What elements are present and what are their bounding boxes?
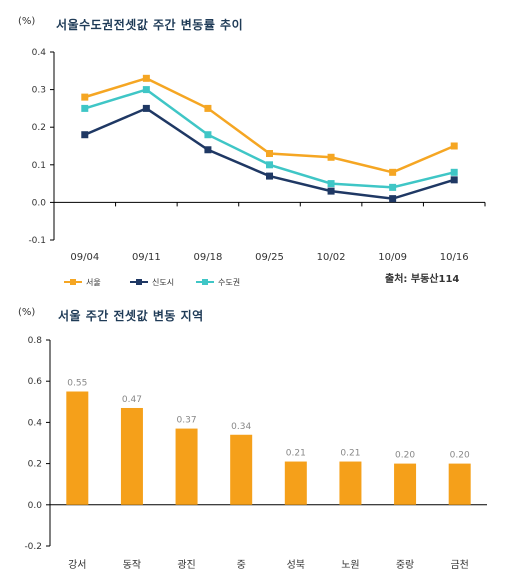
series-point-1 [204,146,212,154]
bar-x-tick-label: 중 [237,559,246,571]
series-point-0 [81,93,89,101]
line-x-tick-label: 09/11 [132,252,161,263]
bar-x-tick-label: 성북 [287,559,305,571]
bar-x-tick-label: 동작 [123,559,141,571]
line-chart-title: 서울수도권전셋값 주간 변동률 추이 [56,18,244,32]
series-point-2 [327,180,335,188]
bar-value-label: 0.21 [340,449,360,459]
bar-value-label: 0.21 [286,449,306,459]
bar-y-tick-label: 0.2 [28,460,42,470]
series-point-1 [389,195,397,203]
series-point-2 [266,161,273,169]
series-point-2 [142,86,150,94]
series-point-1 [450,176,458,184]
bar-value-label: 0.34 [231,422,251,432]
line-chart-source: 출처: 부동산114 [385,274,460,285]
series-point-1 [327,187,335,195]
legend-label: 서울 [86,278,101,287]
bar-value-label: 0.37 [177,416,197,426]
bar-y-tick-label: -0.2 [24,542,42,552]
line-y-tick-label: 0.0 [32,198,47,208]
bar-x-tick-label: 중랑 [396,559,414,571]
bar-x-tick-label: 금천 [450,559,468,571]
bar-y-tick-label: 0.0 [28,501,43,511]
line-chart-unit: (%) [18,16,36,27]
line-y-tick-label: -0.1 [28,236,46,246]
bar-y-tick-label: 0.6 [28,377,43,387]
bar [394,463,417,505]
bar-chart-title: 서울 주간 전셋값 변동 지역 [58,309,204,323]
series-point-1 [81,131,89,139]
series-point-2 [81,104,89,112]
bar [339,461,362,505]
series-point-0 [389,168,397,176]
line-y-tick-label: 0.3 [32,86,46,96]
legend-marker-0 [70,279,76,285]
bar-chart-unit: (%) [18,307,36,318]
bar [448,463,471,505]
line-y-tick-label: 0.4 [32,48,47,58]
bar-value-label: 0.55 [67,379,87,389]
line-x-tick-label: 10/09 [378,252,407,263]
bar [284,461,307,505]
legend-marker-2 [202,279,208,285]
series-point-2 [450,168,458,176]
bar-y-tick-label: 0.8 [28,336,43,346]
series-point-1 [142,104,150,112]
line-x-tick-label: 10/16 [440,252,469,263]
bar-x-tick-label: 노원 [341,559,359,571]
series-point-2 [204,131,212,139]
series-point-1 [266,172,273,180]
legend-marker-1 [136,279,142,285]
bar [175,428,198,505]
bar-x-tick-label: 광진 [177,559,195,571]
bar-value-label: 0.47 [122,395,142,405]
series-point-0 [327,153,335,161]
line-x-tick-label: 10/02 [317,252,346,263]
bar-x-tick-label: 강서 [68,559,86,571]
series-point-0 [450,142,458,150]
bar-y-tick-label: 0.4 [28,418,43,428]
series-point-0 [266,150,273,158]
series-point-2 [389,183,397,191]
line-x-tick-label: 09/04 [70,252,99,263]
bar [66,391,89,505]
line-y-tick-label: 0.2 [32,123,46,133]
bar [230,434,253,505]
line-x-tick-label: 09/25 [255,252,284,263]
legend-label: 신도시 [152,278,174,287]
line-x-tick-label: 09/18 [194,252,223,263]
legend-label: 수도권 [218,277,240,287]
bar [120,407,143,505]
series-point-0 [142,74,150,82]
line-y-tick-label: 0.1 [32,161,46,171]
series-point-0 [204,104,212,112]
bar-value-label: 0.20 [395,451,415,461]
bar-value-label: 0.20 [450,451,470,461]
